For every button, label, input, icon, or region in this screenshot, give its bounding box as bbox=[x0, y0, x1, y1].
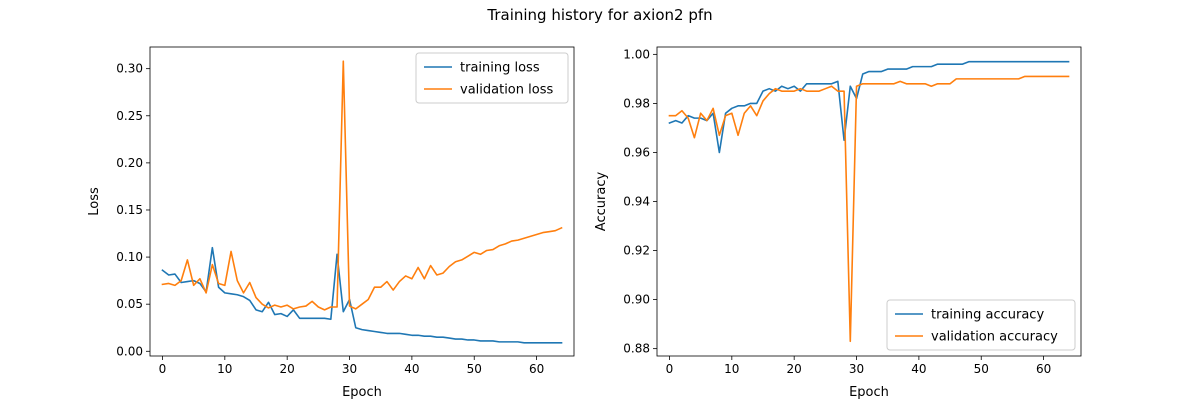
accuracy-axes-frame bbox=[656, 46, 1082, 357]
loss-legend: training loss validation loss bbox=[415, 52, 569, 104]
loss-x-tick-label: 50 bbox=[467, 362, 482, 376]
loss-legend-label: validation loss bbox=[460, 83, 553, 98]
accuracy-legend-label: validation accuracy bbox=[931, 330, 1058, 345]
loss-y-tick-label: 0.15 bbox=[116, 203, 143, 217]
accuracy-x-tick-label: 50 bbox=[974, 362, 989, 376]
loss-validation-series-line bbox=[161, 60, 563, 311]
loss-x-tick-label: 60 bbox=[529, 362, 544, 376]
figure-title: Training history for axion2 pfn bbox=[486, 6, 712, 24]
accuracy-y-tick-label: 0.94 bbox=[623, 195, 650, 209]
accuracy-y-tick-label: 0.88 bbox=[623, 342, 650, 356]
loss-x-tick-label: 10 bbox=[217, 362, 232, 376]
loss-x-tick-label: 40 bbox=[404, 362, 419, 376]
accuracy-y-axis-label: Accuracy bbox=[594, 172, 609, 232]
loss-y-tick-label: 0.25 bbox=[116, 109, 143, 123]
loss-subplot: 0 10 20 30 40 50 60 0.00 0.05 0.10 0.15 0.20 0.25 0.3… bbox=[87, 46, 575, 400]
loss-y-tick-label: 0.10 bbox=[116, 250, 143, 264]
loss-axes-frame bbox=[149, 46, 575, 357]
loss-y-tick-label: 0.00 bbox=[116, 344, 143, 358]
accuracy-x-tick-label: 0 bbox=[666, 362, 674, 376]
accuracy-y-tick-label: 0.98 bbox=[623, 96, 650, 110]
loss-training-series-line bbox=[161, 246, 563, 344]
accuracy-y-tick-label: 0.92 bbox=[623, 244, 650, 258]
accuracy-x-axis-label: Epoch bbox=[849, 385, 889, 400]
loss-y-tick-label: 0.30 bbox=[116, 62, 143, 76]
accuracy-x-tick-label: 60 bbox=[1036, 362, 1051, 376]
loss-y-tick-label: 0.20 bbox=[116, 156, 143, 170]
accuracy-legend-label: training accuracy bbox=[931, 308, 1044, 323]
accuracy-legend: training accuracy validation accuracy bbox=[886, 299, 1076, 351]
accuracy-y-tick-label: 1.00 bbox=[623, 47, 650, 61]
loss-legend-label: training loss bbox=[460, 61, 540, 76]
accuracy-x-tick-label: 20 bbox=[787, 362, 802, 376]
loss-x-tick-label: 0 bbox=[159, 362, 167, 376]
accuracy-x-tick-label: 40 bbox=[911, 362, 926, 376]
loss-y-axis-label: Loss bbox=[87, 187, 102, 216]
loss-x-tick-label: 30 bbox=[342, 362, 357, 376]
accuracy-y-tick-label: 0.96 bbox=[623, 145, 650, 159]
loss-x-tick-label: 20 bbox=[280, 362, 295, 376]
loss-legend-box bbox=[415, 52, 569, 104]
accuracy-x-tick-label: 10 bbox=[724, 362, 739, 376]
loss-x-axis-label: Epoch bbox=[342, 385, 382, 400]
loss-y-tick-label: 0.05 bbox=[116, 297, 143, 311]
accuracy-legend-box bbox=[886, 299, 1076, 351]
accuracy-y-tick-label: 0.90 bbox=[623, 293, 650, 307]
accuracy-validation-series-line bbox=[668, 75, 1070, 343]
accuracy-x-tick-label: 30 bbox=[849, 362, 864, 376]
accuracy-training-series-line bbox=[668, 60, 1070, 154]
accuracy-subplot: 0 10 20 30 40 50 60 0.88 0.90 0.92 0.94 0.96 0.98 1.0… bbox=[594, 46, 1082, 400]
